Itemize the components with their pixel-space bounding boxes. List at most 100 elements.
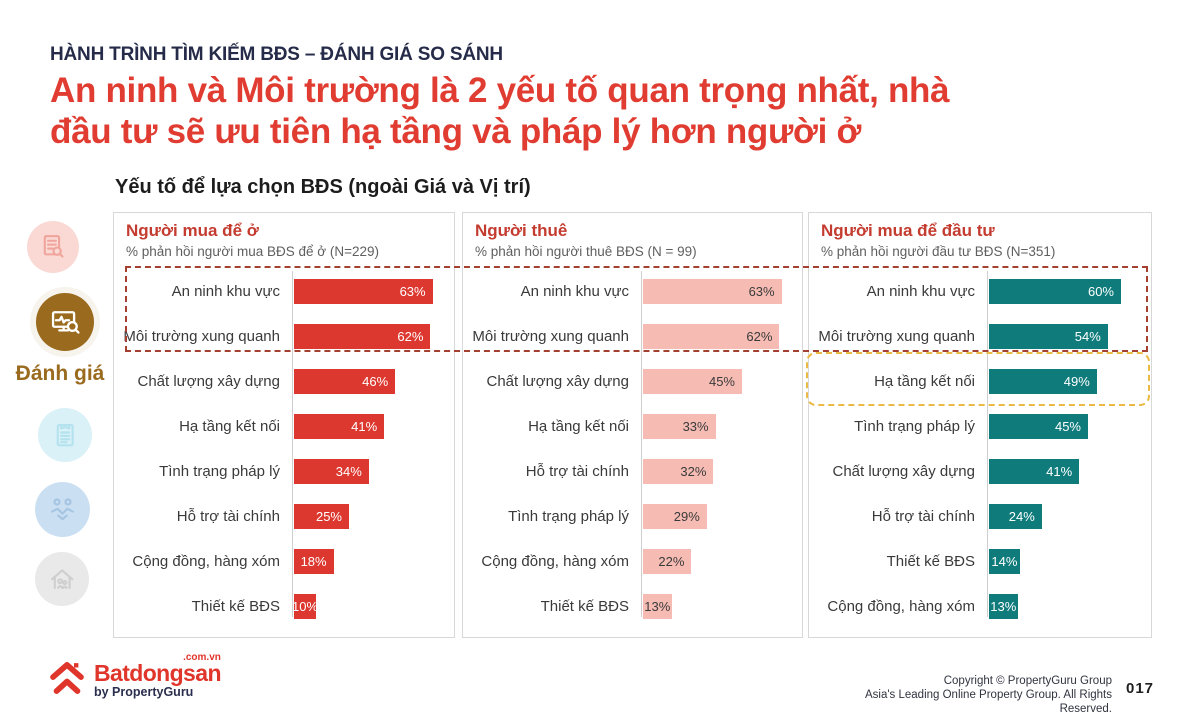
chart-row: An ninh khu vực 63%: [463, 269, 802, 314]
bar-value-label: 45%: [708, 374, 735, 389]
chart-row: An ninh khu vực 60%: [809, 269, 1151, 314]
category-label: Môi trường xung quanh: [472, 328, 629, 345]
bar: 63%: [294, 279, 433, 304]
chart-row: Hạ tầng kết nối 41%: [114, 404, 454, 449]
panel-investors: Người mua để đầu tư % phản hồi người đầu…: [808, 212, 1152, 638]
bar: 62%: [294, 324, 431, 349]
bar: 13%: [989, 594, 1018, 619]
category-label: Tình trạng pháp lý: [854, 418, 975, 435]
bar-value-label: 10%: [291, 599, 319, 614]
copyright-line-1: Copyright © PropertyGuru Group: [943, 675, 1112, 687]
bar-value-label: 46%: [362, 374, 389, 389]
chart-row: Tình trạng pháp lý 29%: [463, 494, 802, 539]
bar: 14%: [989, 549, 1020, 574]
panel-home-buyers: Người mua để ở % phản hồi người mua BĐS …: [113, 212, 455, 638]
category-label: Hạ tầng kết nối: [874, 373, 975, 390]
category-label: Môi trường xung quanh: [123, 328, 280, 345]
bar: 24%: [989, 504, 1042, 529]
chart-row: Cộng đồng, hàng xóm 18%: [114, 539, 454, 584]
chart-row: Môi trường xung quanh 62%: [114, 314, 454, 359]
logo-text-block: .com.vn Batdongsan by PropertyGuru: [94, 652, 221, 699]
bar-value-label: 41%: [1046, 464, 1073, 479]
bar-value-label: 62%: [746, 329, 773, 344]
bar: 46%: [294, 369, 396, 394]
bar: 18%: [294, 549, 334, 574]
bar: 63%: [643, 279, 782, 304]
page-number: 017: [1126, 680, 1155, 697]
bar: 45%: [989, 414, 1088, 439]
batdongsan-logo: .com.vn Batdongsan by PropertyGuru: [46, 652, 221, 700]
bar: 41%: [294, 414, 385, 439]
category-label: Cộng đồng, hàng xóm: [132, 553, 280, 570]
bar: 29%: [643, 504, 707, 529]
contract-icon: [38, 408, 92, 462]
bar-value-label: 62%: [397, 329, 424, 344]
chart-row: Cộng đồng, hàng xóm 22%: [463, 539, 802, 584]
bar: 25%: [294, 504, 349, 529]
chart-row: Thiết kế BĐS 10%: [114, 584, 454, 629]
logo-suffix: .com.vn: [183, 652, 221, 663]
bar-value-label: 63%: [399, 284, 426, 299]
sidebar-stage-label: Đánh giá: [15, 362, 105, 385]
chart-row: Chất lượng xây dựng 45%: [463, 359, 802, 404]
bar: 62%: [643, 324, 780, 349]
panel-renters: Người thuê % phản hồi người thuê BĐS (N …: [462, 212, 803, 638]
bar: 45%: [643, 369, 742, 394]
bar: 22%: [643, 549, 692, 574]
category-label: Hỗ trợ tài chính: [525, 463, 629, 480]
bar: 13%: [643, 594, 672, 619]
category-label: An ninh khu vực: [520, 283, 629, 300]
bar-value-label: 32%: [680, 464, 707, 479]
house-family-icon: [35, 552, 89, 606]
chart-row: Thiết kế BĐS 13%: [463, 584, 802, 629]
bar-value-label: 34%: [335, 464, 362, 479]
bar: 60%: [989, 279, 1121, 304]
category-label: Hỗ trợ tài chính: [176, 508, 280, 525]
bar-value-label: 33%: [682, 419, 709, 434]
panel-title: Người thuê: [475, 221, 568, 240]
chart-row: An ninh khu vực 63%: [114, 269, 454, 314]
slide-title-line-2: đầu tư sẽ ưu tiên hạ tầng và pháp lý hơn…: [50, 112, 862, 151]
bar: 54%: [989, 324, 1108, 349]
bar-value-label: 54%: [1074, 329, 1101, 344]
bar-chart-home-buyers: An ninh khu vực 63% Môi trường xung quanh 6…: [114, 269, 454, 629]
batdongsan-house-icon: [50, 662, 84, 694]
chart-row: Hỗ trợ tài chính 24%: [809, 494, 1151, 539]
bar-value-label: 45%: [1054, 419, 1081, 434]
category-label: Thiết kế BĐS: [191, 598, 280, 615]
chart-row: Thiết kế BĐS 14%: [809, 539, 1151, 584]
category-label: Hỗ trợ tài chính: [871, 508, 975, 525]
bar: 49%: [989, 369, 1097, 394]
chart-row: Chất lượng xây dựng 41%: [809, 449, 1151, 494]
logo-wordmark: Batdongsan: [94, 660, 221, 686]
bar-value-label: 13%: [990, 599, 1017, 614]
panel-subtitle: % phản hồi người mua BĐS để ở (N=229): [126, 244, 379, 259]
monitor-analytics-search-icon: [36, 293, 94, 351]
chart-row: Hạ tầng kết nối 33%: [463, 404, 802, 449]
section-subtitle: Yếu tố để lựa chọn BĐS (ngoài Giá và Vị …: [115, 176, 531, 198]
category-label: An ninh khu vực: [866, 283, 975, 300]
panel-subtitle: % phản hồi người đầu tư BĐS (N=351): [821, 244, 1056, 259]
category-label: Chất lượng xây dựng: [832, 463, 976, 480]
bar-chart-renters: An ninh khu vực 63% Môi trường xung quanh 6…: [463, 269, 802, 629]
category-label: Chất lượng xây dựng: [137, 373, 281, 390]
bar-value-label: 14%: [991, 554, 1018, 569]
category-label: Hạ tầng kết nối: [528, 418, 629, 435]
category-label: Cộng đồng, hàng xóm: [827, 598, 975, 615]
chart-row: Tình trạng pháp lý 45%: [809, 404, 1151, 449]
category-label: Tình trạng pháp lý: [508, 508, 629, 525]
chart-row: Môi trường xung quanh 54%: [809, 314, 1151, 359]
category-label: Thiết kế BĐS: [540, 598, 629, 615]
category-label: Thiết kế BĐS: [886, 553, 975, 570]
category-label: Tình trạng pháp lý: [159, 463, 280, 480]
chart-row: Hỗ trợ tài chính 25%: [114, 494, 454, 539]
bar: 32%: [643, 459, 714, 484]
category-label: An ninh khu vực: [171, 283, 280, 300]
handshake-icon: [35, 482, 90, 537]
slide-kicker: HÀNH TRÌNH TÌM KIẾM BĐS – ĐÁNH GIÁ SO SÁ…: [50, 44, 503, 65]
bar: 34%: [294, 459, 369, 484]
logo-byline: by PropertyGuru: [94, 685, 194, 699]
copyright-line-2: Asia's Leading Online Property Group. Al…: [864, 689, 1112, 715]
category-label: Chất lượng xây dựng: [486, 373, 630, 390]
